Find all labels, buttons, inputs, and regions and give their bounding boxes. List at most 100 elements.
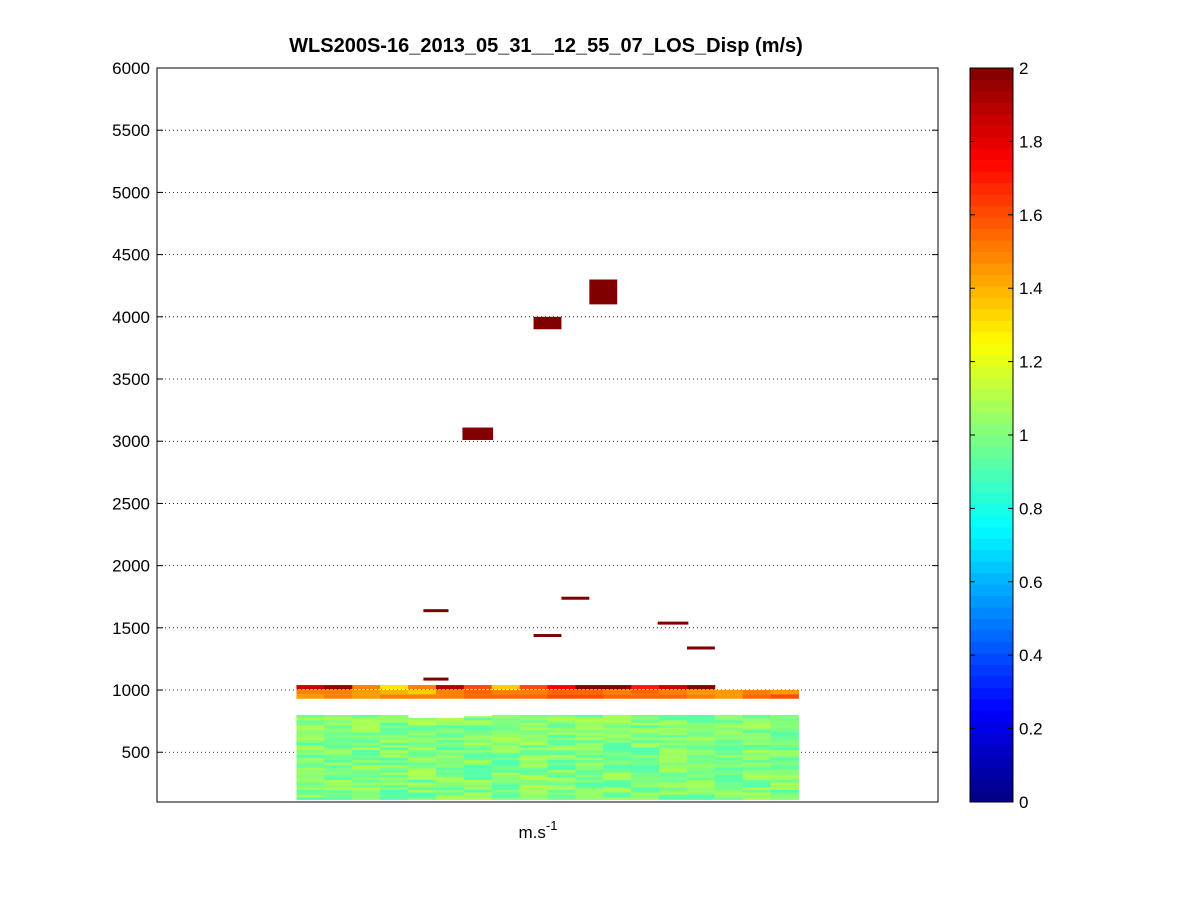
heatmap-cell [714, 797, 744, 800]
heatmap-cell [380, 759, 409, 763]
heatmap-cell [742, 767, 772, 771]
heatmap-cell [408, 749, 437, 753]
heatmap-cell [575, 774, 604, 778]
heatmap-cell [603, 764, 632, 768]
heatmap-cell [603, 754, 632, 758]
colorbar-band [970, 756, 1013, 769]
heatmap-cell [742, 784, 772, 788]
heatmap-cell [519, 739, 548, 743]
heatmap-cell [380, 767, 409, 771]
heatmap-cell [491, 737, 521, 741]
heatmap-cell [463, 729, 493, 733]
heatmap-cell [547, 690, 576, 695]
colorbar-band [970, 217, 1013, 230]
heatmap-cell [296, 752, 325, 756]
heatmap-cell [408, 794, 437, 798]
heatmap-cell [686, 722, 716, 726]
heatmap-cell [770, 694, 799, 699]
heatmap-cell [408, 729, 437, 733]
heatmap-cell [463, 784, 493, 788]
heatmap-cell [547, 769, 576, 773]
heatmap-cell [714, 734, 744, 738]
heatmap-cell [770, 747, 799, 751]
heatmap-cell [770, 782, 799, 785]
colorbar-band [970, 102, 1013, 115]
heatmap-cell [770, 724, 799, 728]
heatmap-cell [547, 749, 576, 753]
heatmap-cell [547, 727, 576, 731]
heatmap-cell [686, 694, 716, 699]
colorbar-band [970, 492, 1013, 505]
heatmap-cell [463, 774, 493, 778]
heatmap-cell [296, 727, 325, 731]
heatmap-cell [491, 719, 521, 723]
heatmap-cell [380, 727, 409, 731]
heatmap-cell [770, 729, 799, 733]
heatmap-cell [770, 787, 799, 790]
colorbar-band [970, 629, 1013, 642]
heatmap-cell [770, 784, 799, 788]
outlier-mark [462, 427, 494, 440]
y-tick-label: 2500 [112, 494, 150, 513]
heatmap-cell [603, 779, 632, 783]
heatmap-cell [435, 769, 465, 773]
outlier-mark [686, 646, 715, 650]
heatmap-cell [491, 729, 521, 733]
heatmap-cell [686, 764, 716, 768]
heatmap-cell [408, 772, 437, 776]
heatmap-cell [352, 744, 381, 748]
heatmap-cell [380, 774, 409, 778]
heatmap-cell [547, 779, 576, 783]
heatmap-cell [631, 749, 660, 753]
heatmap-cell [435, 757, 465, 761]
heatmap-cell [575, 779, 604, 783]
heatmap-cell [491, 764, 521, 768]
heatmap-cell [575, 734, 604, 738]
heatmap-cell [603, 772, 632, 776]
heatmap-cell [547, 797, 576, 800]
heatmap-cell [352, 777, 381, 781]
colorbar-band [970, 113, 1013, 126]
heatmap-cell [408, 739, 437, 743]
heatmap-cell [603, 782, 632, 785]
heatmap-cell [659, 789, 688, 793]
heatmap-cell [380, 752, 409, 756]
colorbar-tick-label: 0.2 [1019, 720, 1043, 739]
heatmap-cell [742, 762, 772, 766]
heatmap-cell [547, 739, 576, 743]
heatmap-cell [380, 749, 409, 753]
heatmap-cell [686, 714, 716, 718]
heatmap-cell [296, 729, 325, 733]
heatmap-cell [714, 690, 744, 695]
heatmap-cell [380, 742, 409, 746]
heatmap-cell [491, 744, 521, 748]
heatmap-cell [435, 719, 465, 723]
heatmap-cell [380, 737, 409, 741]
heatmap-cell [380, 784, 409, 788]
heatmap-cell [547, 742, 576, 746]
heatmap-cell [324, 782, 353, 785]
heatmap-cell [714, 782, 744, 785]
heatmap-cell [463, 794, 493, 798]
heatmap-cell [380, 777, 409, 781]
heatmap-cell [603, 794, 632, 798]
heatmap-cell [491, 779, 521, 783]
y-tick-label: 6000 [112, 59, 150, 78]
heatmap-cell [714, 774, 744, 778]
heatmap-cell [547, 724, 576, 728]
outlier-mark [423, 609, 449, 613]
heatmap-cell [547, 757, 576, 761]
heatmap-cell [408, 690, 437, 695]
heatmap-cell [686, 789, 716, 793]
colorbar-band [970, 79, 1013, 92]
heatmap-cell [380, 747, 409, 751]
colorbar-band [970, 549, 1013, 562]
heatmap-cell [659, 792, 688, 795]
heatmap-cell [631, 787, 660, 790]
heatmap-cell [491, 797, 521, 800]
heatmap-cell [659, 694, 688, 699]
heatmap-cell [435, 764, 465, 768]
heatmap-cell [296, 734, 325, 738]
heatmap-cell [770, 734, 799, 738]
heatmap-cell [603, 690, 632, 695]
